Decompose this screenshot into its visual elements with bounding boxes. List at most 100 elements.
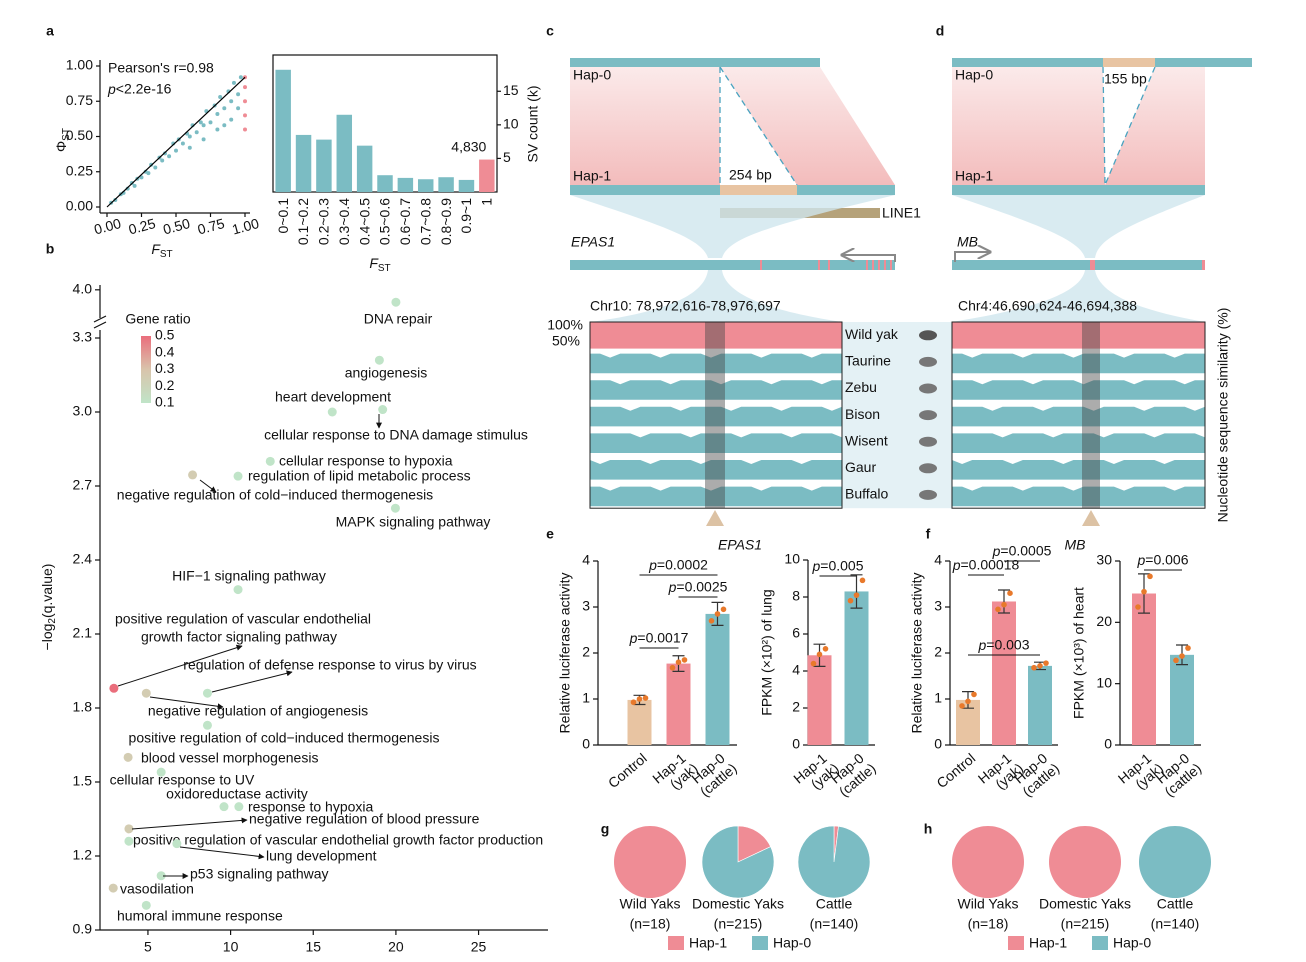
term-label: MAPK signaling pathway	[336, 514, 491, 530]
bar	[295, 134, 312, 192]
significance-label: p=0.006	[1136, 552, 1188, 568]
term-label: angiogenesis	[345, 365, 428, 381]
y-tick-label: 10	[503, 116, 519, 132]
term-point	[390, 503, 400, 513]
pie-label: Domestic Yaks	[1039, 896, 1131, 912]
x-tick-label: 0.1~0.2	[295, 198, 311, 245]
y-tick-label: 4.0	[73, 281, 93, 297]
term-point	[202, 688, 212, 698]
species-icon	[919, 436, 937, 447]
point	[229, 117, 234, 122]
y-axis-label: FPKM (×10²) of lung	[759, 589, 775, 715]
y-tick-label: 3	[582, 598, 590, 614]
similarity-track	[590, 486, 842, 507]
bar	[1028, 665, 1052, 745]
zoom-funnel	[590, 270, 842, 322]
track-frame	[589, 321, 843, 509]
replicate-point	[810, 660, 817, 667]
species-label: Gaur	[845, 459, 876, 475]
y-axis-label: FPKM (×10³) of heart	[1071, 587, 1087, 719]
point	[236, 92, 241, 97]
replicate-point	[630, 699, 637, 706]
y-tick-label: 2	[582, 644, 590, 660]
label-arrow	[211, 670, 293, 693]
pie-label: Domestic Yaks	[692, 896, 784, 912]
replicate-point	[816, 651, 823, 658]
y-tick-label: 0	[1104, 736, 1112, 752]
replicate-point	[1037, 663, 1043, 669]
insertion-bar	[1103, 58, 1155, 67]
track-frame	[951, 321, 1206, 509]
point	[215, 111, 220, 116]
replicate-point	[1147, 573, 1153, 580]
x-tick-label: Control	[933, 750, 978, 791]
panel-label: g	[601, 821, 610, 837]
point	[229, 99, 234, 104]
label-arrow	[199, 479, 217, 493]
term-label: negative regulation of angiogenesis	[148, 703, 368, 719]
y-tick-label: 3	[934, 598, 942, 614]
panel-label: a	[46, 23, 54, 39]
replicate-point	[720, 606, 727, 613]
x-tick-label: 0.2~0.3	[316, 198, 332, 245]
dashed-guide	[1102, 66, 1156, 186]
y-axis-label-text: −log	[39, 624, 55, 651]
replicate-point	[1007, 590, 1013, 596]
gene-stripe	[1202, 260, 1205, 270]
bar	[356, 145, 373, 192]
panel-label: f	[926, 526, 931, 542]
term-label: positive regulation of cold−induced ther…	[129, 730, 440, 746]
pie-slice	[1138, 826, 1211, 899]
region-label: Chr4:46,690,624-46,694,388	[958, 298, 1137, 314]
annotation: Pearson's r=0.98	[108, 60, 214, 76]
track-tick: 100%	[547, 317, 583, 333]
pie-label: (n=140)	[810, 916, 859, 932]
y-tick-label: 10	[1096, 674, 1112, 690]
y-tick-label: 5	[503, 149, 511, 165]
term-point	[172, 839, 182, 849]
pie-label: (n=215)	[1061, 916, 1110, 932]
legend-swatch	[1092, 936, 1108, 950]
label-arrow	[131, 817, 248, 830]
axis-break	[93, 315, 107, 323]
y-axis-label: SV count (k)	[525, 85, 541, 162]
insertion-marker	[1082, 510, 1100, 526]
gene-direction	[842, 255, 896, 262]
pie-label: (n=215)	[714, 916, 763, 932]
term-point	[124, 824, 134, 834]
legend-label: Hap-1	[1029, 935, 1067, 951]
replicate-point	[965, 698, 971, 705]
pie-slice	[701, 825, 775, 899]
y-tick-label: 2.7	[73, 477, 93, 493]
similarity-track	[590, 380, 842, 400]
panel-label: d	[936, 23, 945, 39]
term-point	[327, 407, 337, 417]
hap-0-bar	[952, 58, 1252, 67]
significance-label: p=0.0002	[648, 557, 708, 573]
term-point	[202, 720, 212, 730]
point	[162, 151, 167, 156]
error-bar-line	[998, 589, 1010, 614]
point	[194, 130, 199, 135]
y-tick-label: 1.00	[66, 57, 93, 73]
y-axis-label: Relative luciferase activity	[909, 572, 925, 733]
y-tick-label: 0.25	[66, 162, 93, 178]
x-tick-label: 15	[305, 939, 321, 955]
y-axis-label-subscript: ST	[61, 128, 72, 141]
bar	[336, 114, 353, 192]
y-tick-label: 2.1	[73, 625, 93, 641]
x-axis-label-text: F	[369, 255, 379, 271]
point	[243, 113, 247, 118]
term-label: humoral immune response	[117, 908, 283, 924]
x-tick-label: Control	[605, 750, 650, 791]
term-point	[141, 900, 151, 910]
legend-swatch	[752, 936, 768, 950]
species-label: Buffalo	[845, 486, 889, 502]
x-tick-label: 0.9~1	[458, 198, 474, 234]
gene-stripe	[884, 260, 886, 270]
point	[243, 85, 247, 90]
dashed-guide	[719, 66, 798, 186]
species-label: Wild yak	[845, 326, 899, 342]
point	[180, 141, 185, 146]
term-label: cellular response to DNA damage stimulus	[264, 427, 528, 443]
